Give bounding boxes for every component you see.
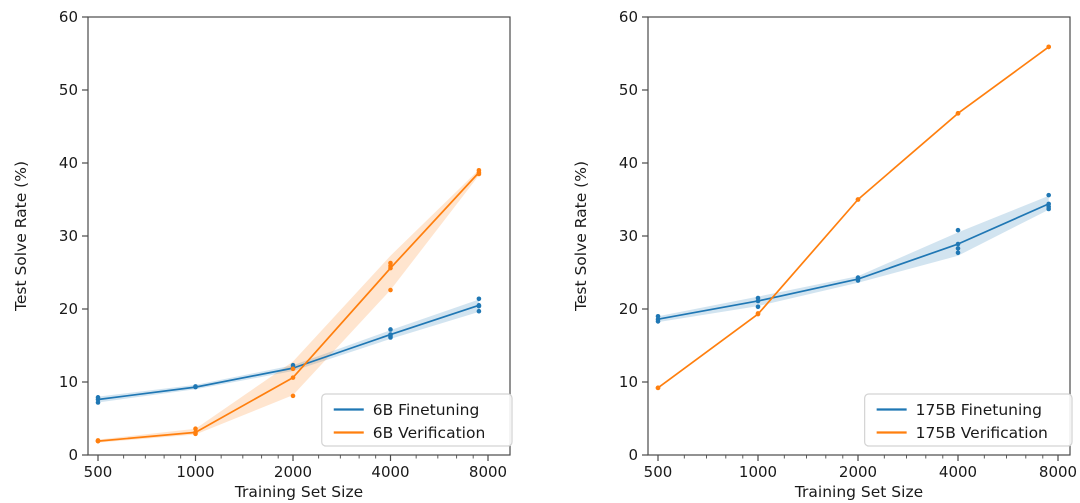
legend: 175B Finetuning 175B Verification	[864, 393, 1073, 447]
x-axis-label: Training Set Size	[234, 483, 363, 501]
y-tick-label: 40	[619, 154, 638, 172]
chart-panel-6b: 500 1000 2000 4000 8000 0 10 20 30 40 50 60 Training…	[12, 8, 513, 501]
x-tick-label: 8000	[1039, 463, 1077, 481]
scatter-point-finetuning	[755, 295, 761, 301]
x-tick-label: 4000	[371, 463, 409, 481]
scatter-point-verification	[388, 263, 393, 269]
scatter-point-finetuning	[855, 278, 861, 283]
plot-frame	[647, 16, 1071, 456]
line-chart-left: 500 1000 2000 4000 8000 0 10 20 30 40 50 60 Training…	[12, 8, 513, 501]
y-tick-label: 0	[68, 446, 78, 464]
scatter-point-finetuning	[290, 362, 296, 368]
scatter-point-verification	[290, 366, 296, 372]
y-tick-label: 20	[619, 300, 638, 318]
y-tick-label: 50	[619, 81, 638, 99]
legend-box	[864, 393, 1073, 447]
scatter-point-verification	[1046, 44, 1051, 50]
y-tick-label: 10	[59, 373, 78, 391]
scatter-point-finetuning	[95, 400, 101, 405]
y-tick-label: 0	[628, 446, 638, 464]
scatter-point-verification	[193, 431, 198, 437]
scatter-point-finetuning	[955, 250, 961, 256]
legend-label-finetuning: 175B Finetuning	[916, 401, 1042, 419]
scatter-point-finetuning	[955, 227, 961, 233]
scatter-point-finetuning	[655, 319, 661, 324]
y-tick-label: 30	[619, 227, 638, 245]
x-tick-label: 8000	[469, 463, 507, 481]
legend-box	[321, 393, 513, 447]
scatter-point-finetuning	[1046, 192, 1051, 198]
x-tick-label: 1000	[176, 463, 214, 481]
scatter-point-finetuning	[655, 314, 661, 319]
confidence-band-finetuning	[98, 299, 479, 403]
x-axis-label: Training Set Size	[794, 483, 923, 501]
scatter-point-finetuning	[755, 304, 761, 310]
legend-label-verification: 6B Verification	[373, 424, 486, 442]
scatter-point-verification	[388, 287, 393, 293]
scatter-point-verification	[290, 393, 296, 399]
y-tick-label: 40	[59, 154, 78, 172]
scatter-point-verification	[855, 197, 861, 202]
scatter-point-finetuning	[388, 327, 393, 332]
scatter-point-verification	[95, 438, 101, 444]
scatter-point-finetuning	[476, 303, 482, 309]
confidence-band-verification	[98, 169, 479, 443]
chart-panel-175b: 500 1000 2000 4000 8000 0 10 20 30 40 50 60 Training…	[540, 0, 1080, 503]
mean-marker	[290, 375, 296, 380]
scatter-point-finetuning	[193, 384, 198, 389]
y-tick-label: 60	[619, 8, 638, 26]
scatter-point-finetuning	[476, 308, 482, 314]
series-line-verification	[657, 46, 1050, 389]
scatter-point-finetuning	[388, 335, 393, 340]
scatter-point-finetuning	[1046, 206, 1051, 212]
legend-label-verification: 175B Verification	[916, 424, 1048, 442]
scatter-point-verification	[955, 111, 961, 116]
y-axis-label: Test Solve Rate (%)	[572, 161, 590, 312]
x-tick-label: 4000	[939, 463, 977, 481]
confidence-band-finetuning	[658, 195, 1049, 323]
mean-marker	[955, 241, 961, 247]
legend: 6B Finetuning 6B Verification	[321, 393, 513, 447]
line-chart-right: 500 1000 2000 4000 8000 0 10 20 30 40 50 60 Training…	[572, 8, 1077, 501]
y-tick-label: 20	[59, 300, 78, 318]
scatter-point-verification	[476, 171, 482, 177]
x-tick-label: 500	[84, 463, 113, 481]
y-axis-label: Test Solve Rate (%)	[12, 161, 30, 312]
scatter-point-finetuning	[955, 246, 961, 251]
y-tick-label: 50	[59, 81, 78, 99]
legend-label-finetuning: 6B Finetuning	[373, 401, 480, 419]
y-tick-label: 60	[59, 8, 78, 26]
x-tick-label: 2000	[839, 463, 877, 481]
x-tick-label: 1000	[739, 463, 777, 481]
plot-frame	[87, 16, 511, 456]
scatter-point-verification	[755, 311, 761, 316]
y-tick-label: 30	[59, 227, 78, 245]
scatter-point-verification	[476, 168, 482, 173]
scatter-point-finetuning	[95, 395, 101, 400]
y-tick-label: 10	[619, 373, 638, 391]
x-tick-label: 2000	[274, 463, 312, 481]
scatter-point-verification	[655, 385, 661, 391]
scatter-point-verification	[193, 426, 198, 432]
scatter-point-finetuning	[476, 296, 482, 302]
x-tick-label: 500	[644, 463, 673, 481]
